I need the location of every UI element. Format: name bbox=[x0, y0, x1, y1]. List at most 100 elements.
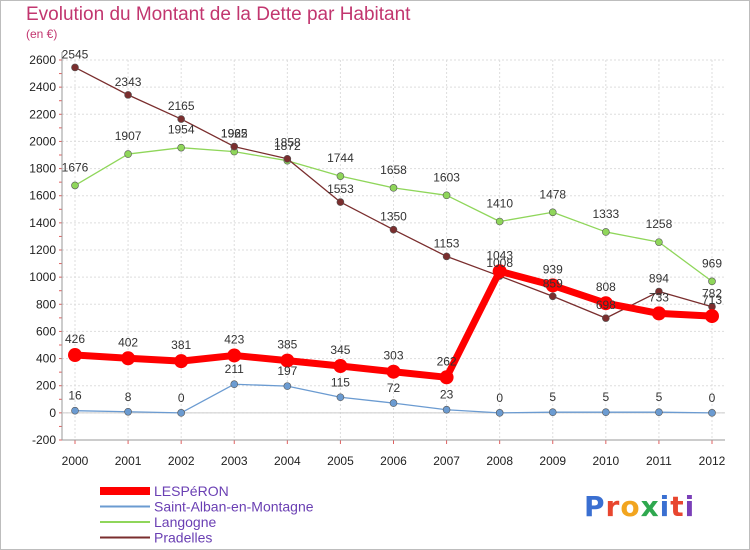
data-labels: 16 8 0 211 197 115 72 23 0 5 5 5 0 1676 1907 1954 1925 18… bbox=[62, 47, 723, 404]
y-tick-label: 2400 bbox=[29, 80, 56, 94]
data-point-pradelles bbox=[71, 63, 79, 72]
data-label-langogne: 1676 bbox=[62, 160, 89, 174]
data-point-pradelles bbox=[655, 287, 663, 296]
data-label-saint-alban-en-montagne: 115 bbox=[331, 375, 350, 389]
data-label-langogne: 1478 bbox=[539, 187, 566, 201]
data-label-lesp-ron: 808 bbox=[596, 280, 616, 294]
data-point-pradelles bbox=[602, 314, 610, 322]
data-label-langogne: 1658 bbox=[380, 163, 407, 177]
data-label-lesp-ron: 381 bbox=[171, 338, 191, 352]
data-label-lesp-ron: 426 bbox=[65, 332, 85, 346]
data-point-saint-alban-en-montagne bbox=[442, 405, 451, 414]
data-point-saint-alban-en-montagne bbox=[283, 382, 292, 390]
y-tick-label: 400 bbox=[36, 352, 56, 366]
data-label-saint-alban-en-montagne: 5 bbox=[656, 390, 663, 404]
data-label-langogne: 969 bbox=[702, 256, 722, 270]
data-label-pradelles: 2343 bbox=[115, 75, 142, 89]
logo-letter: t bbox=[670, 490, 685, 523]
data-label-langogne: 1925 bbox=[221, 127, 248, 141]
data-point-saint-alban-en-montagne bbox=[655, 408, 663, 416]
data-point-langogne bbox=[548, 208, 557, 217]
y-tick-label: 200 bbox=[36, 379, 56, 393]
data-label-lesp-ron: 733 bbox=[649, 290, 669, 304]
data-point-pradelles bbox=[177, 115, 185, 123]
y-tick-label: 1600 bbox=[29, 189, 56, 203]
data-label-pradelles: 2545 bbox=[62, 47, 89, 61]
x-tick-label: 2003 bbox=[221, 454, 248, 468]
data-label-saint-alban-en-montagne: 0 bbox=[178, 391, 185, 405]
data-label-lesp-ron: 345 bbox=[330, 343, 350, 357]
grid-lines bbox=[62, 59, 725, 441]
logo-letter: P bbox=[584, 490, 606, 523]
x-tick-label: 2006 bbox=[380, 454, 407, 468]
data-point-pradelles bbox=[442, 252, 451, 261]
data-label-saint-alban-en-montagne: 23 bbox=[440, 388, 454, 402]
x-tick-label: 2012 bbox=[699, 454, 726, 468]
data-label-saint-alban-en-montagne: 0 bbox=[496, 391, 503, 405]
chart-unit: (en €) bbox=[26, 27, 58, 41]
chart-title: Evolution du Montant de la Dette par Hab… bbox=[26, 4, 411, 25]
data-point-langogne bbox=[336, 172, 345, 180]
data-label-langogne: 1954 bbox=[168, 123, 195, 137]
data-point-langogne bbox=[655, 238, 663, 246]
data-label-lesp-ron: 1043 bbox=[486, 248, 513, 262]
proxiti-logo: Proxiti bbox=[584, 490, 695, 523]
data-point-pradelles bbox=[389, 225, 398, 234]
y-tick-label: 1000 bbox=[29, 270, 56, 284]
data-point-lesp-ron bbox=[651, 306, 666, 321]
x-tick-label: 2007 bbox=[433, 454, 460, 468]
data-point-langogne bbox=[708, 277, 716, 286]
data-label-saint-alban-en-montagne: 16 bbox=[68, 389, 82, 403]
data-label-pradelles: 894 bbox=[649, 272, 669, 286]
data-point-lesp-ron bbox=[121, 351, 136, 366]
data-label-langogne: 1744 bbox=[327, 151, 354, 165]
data-point-saint-alban-en-montagne bbox=[177, 409, 185, 417]
x-tick-label: 2004 bbox=[274, 454, 301, 468]
data-label-langogne: 1410 bbox=[486, 197, 513, 211]
y-tick-label: 0 bbox=[49, 406, 56, 420]
x-tick-label: 2009 bbox=[539, 454, 566, 468]
y-tick-label: 1800 bbox=[29, 162, 56, 176]
data-label-saint-alban-en-montagne: 0 bbox=[709, 391, 716, 405]
data-point-langogne bbox=[389, 184, 398, 192]
data-label-lesp-ron: 303 bbox=[383, 349, 403, 363]
data-point-langogne bbox=[71, 181, 79, 190]
data-point-saint-alban-en-montagne bbox=[71, 406, 79, 415]
data-label-langogne: 1258 bbox=[646, 217, 673, 231]
data-label-lesp-ron: 385 bbox=[277, 338, 297, 352]
data-label-saint-alban-en-montagne: 5 bbox=[549, 390, 556, 404]
data-label-saint-alban-en-montagne: 197 bbox=[277, 364, 297, 378]
data-label-pradelles: 698 bbox=[596, 298, 616, 312]
data-point-langogne bbox=[442, 191, 451, 200]
data-label-saint-alban-en-montagne: 8 bbox=[125, 390, 132, 404]
data-label-pradelles: 1962 bbox=[221, 127, 248, 141]
y-tick-label: 1400 bbox=[29, 216, 56, 230]
data-point-pradelles bbox=[336, 198, 345, 206]
data-label-langogne: 1907 bbox=[115, 129, 142, 143]
data-point-saint-alban-en-montagne bbox=[124, 407, 132, 416]
data-point-langogne bbox=[177, 143, 185, 152]
data-point-lesp-ron bbox=[705, 309, 719, 324]
data-label-langogne: 1858 bbox=[274, 136, 301, 150]
legend-label-pradelles: Pradelles bbox=[154, 530, 212, 546]
data-point-lesp-ron bbox=[386, 364, 401, 379]
x-tick-label: 2010 bbox=[592, 454, 619, 468]
logo-letter: i bbox=[659, 490, 671, 523]
legend-label-saint-alban-en-montagne: Saint-Alban-en-Montagne bbox=[154, 499, 314, 515]
data-label-pradelles: 1553 bbox=[327, 182, 354, 196]
data-label-langogne: 1603 bbox=[433, 170, 460, 184]
data-label-pradelles: 859 bbox=[543, 276, 563, 290]
data-label-pradelles: 782 bbox=[702, 287, 722, 301]
data-point-pradelles bbox=[548, 292, 557, 301]
data-label-lesp-ron: 423 bbox=[224, 332, 244, 346]
data-point-saint-alban-en-montagne bbox=[230, 380, 239, 389]
data-point-saint-alban-en-montagne bbox=[602, 408, 610, 416]
data-label-pradelles: 1008 bbox=[486, 256, 513, 270]
y-tick-label: 800 bbox=[36, 297, 56, 311]
data-point-lesp-ron bbox=[439, 370, 454, 385]
x-tick-label: 2001 bbox=[115, 454, 142, 468]
data-label-pradelles: 1872 bbox=[274, 139, 301, 153]
y-tick-label: 1200 bbox=[29, 243, 56, 257]
